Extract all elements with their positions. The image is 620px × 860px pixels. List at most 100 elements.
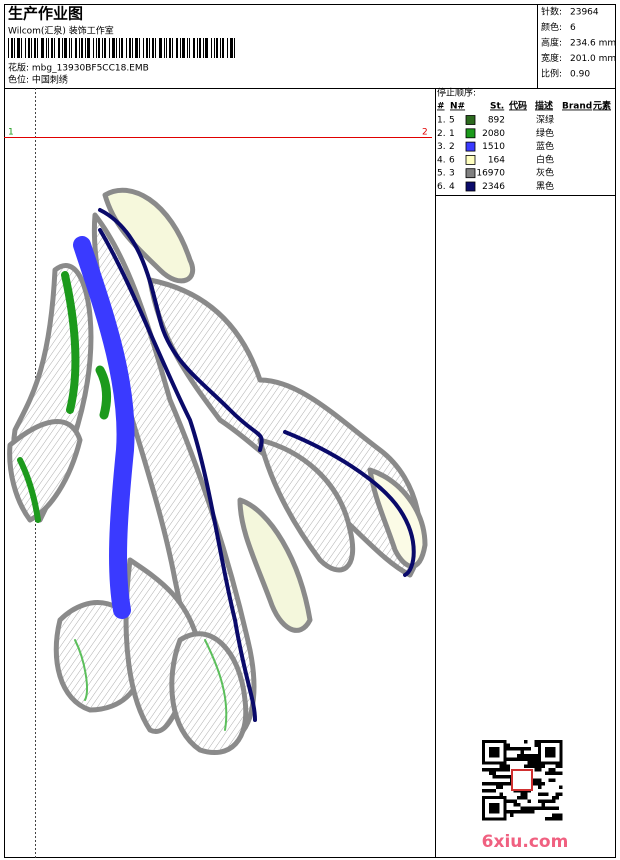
qr-module <box>492 775 496 779</box>
end-marker: 2 <box>422 128 428 138</box>
qr-module <box>524 810 528 814</box>
qr-module <box>503 782 507 786</box>
qr-finder-core <box>489 747 500 758</box>
qr-module <box>531 754 535 758</box>
qr-module <box>506 757 510 761</box>
bar-stripe <box>8 38 9 58</box>
bar-stripe <box>227 38 228 58</box>
qr-module <box>524 796 528 800</box>
bar-stripe <box>96 38 97 58</box>
row-description: 深绿 <box>536 114 554 126</box>
qr-module <box>552 768 556 772</box>
bar-stripe <box>14 38 15 58</box>
qr-module <box>552 778 556 782</box>
spec-value: 23964 <box>570 8 599 18</box>
qr-module <box>527 806 531 810</box>
qr-stamp <box>511 769 533 791</box>
column-header: N# <box>450 102 465 112</box>
bar-stripe <box>169 38 171 58</box>
row-needle: 4 <box>449 182 455 192</box>
bar-stripe <box>81 38 83 58</box>
bar-stripe <box>132 38 133 58</box>
bar-stripe <box>34 38 36 58</box>
row-description: 白色 <box>536 153 554 165</box>
bar-stripe <box>164 38 165 58</box>
bar-stripe <box>104 38 106 58</box>
qr-module <box>524 747 528 751</box>
color-swatch <box>465 128 476 139</box>
qr-module <box>510 747 514 751</box>
table-title: 停止顺序: <box>437 87 476 99</box>
qr-module <box>545 817 549 821</box>
barcode <box>8 38 235 58</box>
bar-stripe <box>64 38 67 58</box>
spec-label: 高度: <box>541 37 562 49</box>
bar-stripe <box>230 38 233 58</box>
qr-module <box>555 817 559 821</box>
qr-module <box>527 754 531 758</box>
qr-finder-core <box>489 803 500 814</box>
qr-module <box>559 813 563 817</box>
bar-stripe <box>205 38 208 58</box>
bar-stripe <box>25 38 26 58</box>
bar-stripe <box>46 38 47 58</box>
qr-module <box>541 799 545 803</box>
qr-module <box>513 803 517 807</box>
qr-finder <box>538 740 563 765</box>
qr-module <box>559 764 563 768</box>
qr-module <box>489 768 493 772</box>
qr-finder <box>482 740 507 765</box>
row-stitches: 892 <box>488 116 505 126</box>
bar-stripe <box>28 38 30 58</box>
qr-module <box>520 747 524 751</box>
spec-value: 201.0 mm <box>570 54 616 64</box>
qr-module <box>527 747 531 751</box>
qr-module <box>534 754 538 758</box>
qr-module <box>534 764 538 768</box>
qr-module <box>499 775 503 779</box>
qr-module <box>538 764 542 768</box>
qr-module <box>541 792 545 796</box>
column-header: # <box>437 102 445 112</box>
row-stitches: 164 <box>488 155 505 165</box>
qr-module <box>506 775 510 779</box>
qr-module <box>555 813 559 817</box>
bar-stripe <box>31 38 32 58</box>
row-order: 5. <box>437 169 446 179</box>
spec-value: 0.90 <box>570 70 590 80</box>
bar-stripe <box>37 38 38 58</box>
qr-module <box>506 782 510 786</box>
qr-module <box>538 806 542 810</box>
qr-module <box>527 810 531 814</box>
bar-stripe <box>189 38 190 58</box>
qr-module <box>499 782 503 786</box>
bar-stripe <box>71 38 72 58</box>
spec-label: 比例: <box>541 68 562 80</box>
bar-stripe <box>51 38 53 58</box>
bar-stripe <box>98 38 100 58</box>
column-header: Brand <box>562 102 592 112</box>
qr-module <box>538 799 542 803</box>
qr-module <box>517 796 521 800</box>
bar-stripe <box>129 38 131 58</box>
qr-finder <box>482 796 507 821</box>
row-description: 黑色 <box>536 180 554 192</box>
row-stitches: 1510 <box>482 142 505 152</box>
qr-module <box>548 799 552 803</box>
qr-module <box>538 782 542 786</box>
bar-stripe <box>214 38 215 58</box>
qr-module <box>559 785 563 789</box>
qr-module <box>555 806 559 810</box>
row-order: 1. <box>437 116 446 126</box>
column-header: 描述 <box>535 100 553 112</box>
color-swatch <box>465 168 476 179</box>
qr-module <box>485 768 489 772</box>
bar-stripe <box>199 38 201 58</box>
row-description: 绿色 <box>536 127 554 139</box>
bar-stripe <box>166 38 167 58</box>
specs: 针数: 23964 颜色: 6 高度: 234.6 mm 宽度: 201.0 mm 比例: 0.9… <box>541 6 616 80</box>
spec-label: 针数: <box>541 6 562 18</box>
qr-module <box>496 785 500 789</box>
qr-module <box>489 771 493 775</box>
